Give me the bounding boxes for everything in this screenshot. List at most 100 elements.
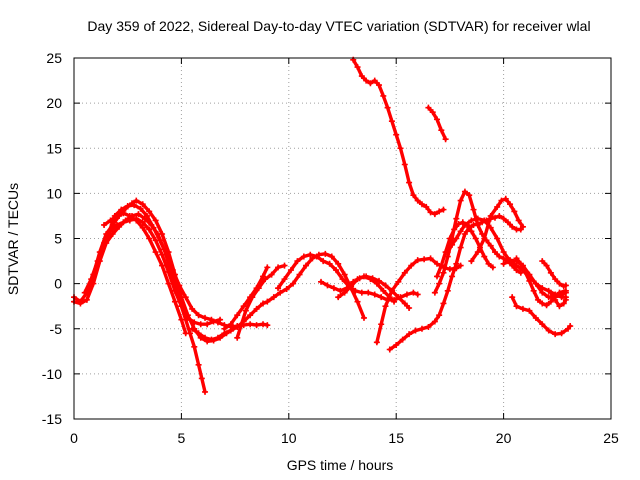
data-point [139, 201, 146, 208]
series-arc-19 [468, 195, 526, 265]
data-point [560, 300, 567, 307]
data-point [513, 303, 520, 310]
data-point [367, 276, 374, 283]
data-point [320, 258, 327, 265]
data-point [171, 287, 178, 294]
y-tick-label: 5 [54, 231, 62, 247]
data-point [88, 276, 95, 283]
data-point [341, 271, 348, 278]
data-point [354, 64, 361, 71]
data-point [434, 116, 441, 123]
data-point [494, 235, 501, 242]
data-point [165, 268, 172, 275]
data-point [444, 287, 451, 294]
y-tick-label: 0 [54, 276, 62, 292]
data-point [410, 192, 417, 199]
data-point [146, 226, 153, 233]
data-point [567, 323, 574, 330]
data-point [113, 221, 120, 228]
data-point [427, 255, 434, 262]
data-point [451, 226, 458, 233]
data-point [208, 336, 215, 343]
data-point [401, 161, 408, 168]
y-tick-label: 10 [46, 185, 62, 201]
data-point [144, 212, 151, 219]
data-point [406, 304, 413, 311]
series-arc-13 [386, 212, 524, 353]
data-point [556, 280, 563, 287]
data-point [234, 312, 241, 319]
data-point [507, 201, 514, 208]
data-point [438, 262, 445, 269]
data-point [444, 249, 451, 256]
data-point [360, 273, 367, 280]
data-point [339, 276, 346, 283]
data-point [77, 300, 84, 307]
data-point [234, 334, 241, 341]
data-point [382, 303, 389, 310]
data-point [519, 305, 526, 312]
data-point [468, 258, 475, 265]
data-point [156, 237, 163, 244]
data-point [118, 206, 125, 213]
data-point [507, 257, 514, 264]
data-point [436, 312, 443, 319]
series-track [388, 214, 523, 352]
data-point [189, 325, 196, 332]
data-point [388, 118, 395, 125]
data-point [436, 280, 443, 287]
data-point [191, 343, 198, 350]
data-point [202, 314, 209, 321]
data-point [481, 235, 488, 242]
data-point [545, 327, 552, 334]
y-tick-label: -15 [42, 411, 62, 427]
data-point [341, 289, 348, 296]
data-point [178, 303, 185, 310]
data-point [423, 203, 430, 210]
data-point [264, 298, 271, 305]
data-point [380, 92, 387, 99]
data-point [242, 307, 249, 314]
data-point [328, 253, 335, 260]
series-track [190, 252, 366, 342]
data-point [461, 221, 468, 228]
data-point [547, 289, 554, 296]
data-point [382, 282, 389, 289]
y-tick-label: -10 [42, 366, 62, 382]
series-arc-24 [547, 289, 569, 310]
data-point [335, 260, 342, 267]
data-point [431, 318, 438, 325]
data-point [386, 346, 393, 353]
series-arc-4 [101, 210, 189, 337]
data-point [418, 201, 425, 208]
data-point [492, 249, 499, 256]
data-point [378, 294, 385, 301]
data-point [133, 217, 140, 224]
data-point [427, 209, 434, 216]
data-point [378, 321, 385, 328]
data-point [429, 109, 436, 116]
y-axis-label: SDTVAR / TECUs [5, 183, 21, 295]
data-point [146, 235, 153, 242]
data-point [337, 287, 344, 294]
data-point [470, 206, 477, 213]
data-point [481, 217, 488, 224]
data-point [111, 212, 118, 219]
data-point [287, 267, 294, 274]
data-point [202, 388, 209, 395]
series-arc-8 [234, 262, 288, 341]
data-point [384, 104, 391, 111]
data-point [489, 264, 496, 271]
data-point [461, 188, 468, 195]
data-point [380, 287, 387, 294]
data-point [446, 266, 453, 273]
data-point [457, 197, 464, 204]
x-tick-label: 15 [388, 430, 404, 446]
data-point [496, 253, 503, 260]
data-point [509, 294, 516, 301]
data-point [333, 267, 340, 274]
data-point [358, 73, 365, 80]
data-point [498, 197, 505, 204]
data-point [468, 217, 475, 224]
data-point [371, 77, 378, 84]
